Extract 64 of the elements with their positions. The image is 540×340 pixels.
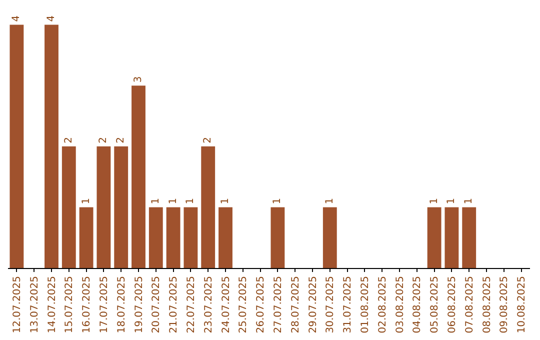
x-tick-label: 21.07.2025 bbox=[168, 276, 180, 334]
bar bbox=[96, 146, 111, 268]
bar bbox=[62, 146, 76, 268]
x-tick-label: 01.08.2025 bbox=[360, 276, 371, 334]
data-label: 1 bbox=[80, 198, 92, 204]
data-label: 1 bbox=[272, 198, 284, 204]
x-tick-label: 12.07.2025 bbox=[12, 276, 23, 334]
x-tick-label: 19.07.2025 bbox=[134, 276, 145, 334]
bar bbox=[201, 146, 216, 268]
x-tick-label: 10.08.2025 bbox=[516, 276, 528, 334]
x-tick-label: 05.08.2025 bbox=[430, 276, 441, 334]
x-tick-label: 29.07.2025 bbox=[308, 276, 319, 334]
x-tick-label: 18.07.2025 bbox=[116, 276, 128, 334]
x-tick-label: 04.08.2025 bbox=[412, 276, 424, 334]
bar bbox=[270, 207, 285, 268]
x-tick-label: 14.07.2025 bbox=[46, 276, 58, 334]
bar bbox=[218, 207, 232, 268]
x-tick-label: 13.07.2025 bbox=[29, 276, 40, 334]
data-label: 1 bbox=[150, 198, 162, 204]
bar bbox=[427, 207, 442, 268]
x-tick-label: 28.07.2025 bbox=[290, 276, 302, 334]
data-label: 1 bbox=[185, 198, 196, 204]
x-tick-label: 17.07.2025 bbox=[98, 276, 110, 334]
data-label: 1 bbox=[446, 198, 458, 204]
x-tick-label: 27.07.2025 bbox=[272, 276, 284, 334]
bar bbox=[184, 207, 198, 268]
bar bbox=[166, 207, 180, 268]
x-tick-label: 07.08.2025 bbox=[464, 276, 476, 334]
x-tick-label: 16.07.2025 bbox=[82, 276, 93, 334]
bar bbox=[148, 207, 163, 268]
x-tick-label: 30.07.2025 bbox=[325, 276, 336, 334]
x-tick-label: 02.08.2025 bbox=[377, 276, 388, 334]
x-tick-label: 26.07.2025 bbox=[256, 276, 267, 334]
x-tick-label: 20.07.2025 bbox=[151, 276, 162, 334]
bar bbox=[444, 207, 459, 268]
x-tick-label: 09.08.2025 bbox=[499, 276, 510, 334]
x-tick-label: 31.07.2025 bbox=[342, 276, 354, 334]
bar bbox=[114, 146, 128, 268]
bar bbox=[462, 207, 476, 268]
data-label: 1 bbox=[168, 198, 179, 204]
data-label: 4 bbox=[46, 15, 57, 22]
data-label: 1 bbox=[220, 198, 231, 204]
x-tick-label: 06.08.2025 bbox=[446, 276, 458, 334]
x-tick-label: 15.07.2025 bbox=[64, 276, 76, 334]
data-label: 2 bbox=[63, 137, 74, 144]
x-tick-label: 08.08.2025 bbox=[482, 276, 493, 334]
x-tick-label: 24.07.2025 bbox=[220, 276, 232, 334]
bar bbox=[322, 207, 337, 268]
data-label: 1 bbox=[324, 198, 336, 204]
data-label: 4 bbox=[11, 15, 22, 22]
data-label: 1 bbox=[464, 198, 475, 204]
data-label: 2 bbox=[116, 137, 127, 144]
x-tick-label: 22.07.2025 bbox=[186, 276, 197, 334]
data-label: 1 bbox=[428, 198, 440, 204]
bar bbox=[10, 24, 24, 268]
data-label: 2 bbox=[98, 137, 110, 144]
data-label: 3 bbox=[133, 76, 144, 83]
x-tick-label: 25.07.2025 bbox=[238, 276, 250, 334]
bar bbox=[44, 24, 58, 268]
data-label: 2 bbox=[202, 137, 214, 144]
x-tick-label: 03.08.2025 bbox=[394, 276, 406, 334]
bar bbox=[79, 207, 94, 268]
x-tick-label: 23.07.2025 bbox=[203, 276, 214, 334]
bar bbox=[132, 86, 146, 268]
